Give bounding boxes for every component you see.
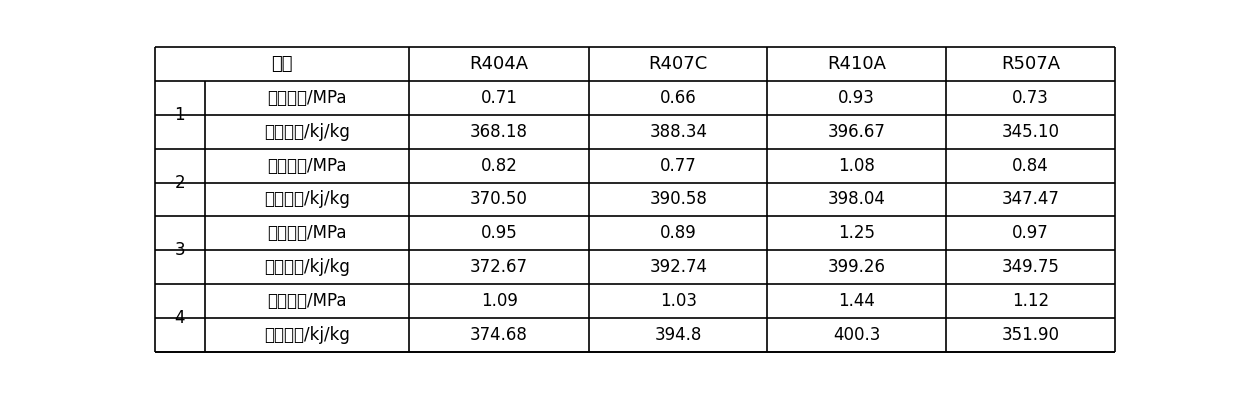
Text: 工作压力/MPa: 工作压力/MPa bbox=[268, 89, 347, 107]
Text: 0.66: 0.66 bbox=[660, 89, 696, 107]
Text: 0.71: 0.71 bbox=[481, 89, 518, 107]
Text: 0.77: 0.77 bbox=[660, 157, 696, 175]
Text: 400.3: 400.3 bbox=[833, 325, 881, 344]
Text: 390.58: 390.58 bbox=[649, 190, 707, 209]
Text: 0.82: 0.82 bbox=[481, 157, 518, 175]
Text: R404A: R404A bbox=[470, 55, 529, 73]
Text: 2: 2 bbox=[175, 173, 185, 192]
Text: R407C: R407C bbox=[648, 55, 707, 73]
Text: 370.50: 370.50 bbox=[470, 190, 528, 209]
Text: 1.12: 1.12 bbox=[1012, 292, 1049, 310]
Text: 0.89: 0.89 bbox=[660, 224, 696, 242]
Text: 374.68: 374.68 bbox=[470, 325, 528, 344]
Text: 1.09: 1.09 bbox=[481, 292, 518, 310]
Text: 399.26: 399.26 bbox=[828, 258, 886, 276]
Text: 1.08: 1.08 bbox=[839, 157, 875, 175]
Text: 396.67: 396.67 bbox=[828, 123, 886, 141]
Text: 1.25: 1.25 bbox=[839, 224, 875, 242]
Text: 工作压力/MPa: 工作压力/MPa bbox=[268, 157, 347, 175]
Text: 347.47: 347.47 bbox=[1001, 190, 1059, 209]
Text: 3: 3 bbox=[175, 241, 185, 259]
Text: 0.97: 0.97 bbox=[1012, 224, 1049, 242]
Text: 394.8: 394.8 bbox=[654, 325, 701, 344]
Text: 392.74: 392.74 bbox=[649, 258, 707, 276]
Text: 汽化潜热/kj/kg: 汽化潜热/kj/kg bbox=[264, 258, 349, 276]
Text: 工作压力/MPa: 工作压力/MPa bbox=[268, 224, 347, 242]
Text: 0.73: 0.73 bbox=[1012, 89, 1049, 107]
Text: 372.67: 372.67 bbox=[470, 258, 528, 276]
Text: 内容: 内容 bbox=[271, 55, 292, 73]
Text: 0.95: 0.95 bbox=[481, 224, 518, 242]
Text: R410A: R410A bbox=[828, 55, 886, 73]
Text: 4: 4 bbox=[175, 309, 185, 327]
Text: 345.10: 345.10 bbox=[1001, 123, 1059, 141]
Text: 368.18: 368.18 bbox=[470, 123, 528, 141]
Text: 1.03: 1.03 bbox=[659, 292, 696, 310]
Text: 0.84: 0.84 bbox=[1012, 157, 1049, 175]
Text: 388.34: 388.34 bbox=[649, 123, 707, 141]
Text: 1: 1 bbox=[175, 106, 185, 124]
Text: 1.44: 1.44 bbox=[839, 292, 875, 310]
Text: 汽化潜热/kj/kg: 汽化潜热/kj/kg bbox=[264, 123, 349, 141]
Text: 349.75: 349.75 bbox=[1001, 258, 1059, 276]
Text: 351.90: 351.90 bbox=[1001, 325, 1059, 344]
Text: 工作压力/MPa: 工作压力/MPa bbox=[268, 292, 347, 310]
Text: 汽化潜热/kj/kg: 汽化潜热/kj/kg bbox=[264, 190, 349, 209]
Text: 398.04: 398.04 bbox=[828, 190, 886, 209]
Text: 汽化潜热/kj/kg: 汽化潜热/kj/kg bbox=[264, 325, 349, 344]
Text: R507A: R507A bbox=[1001, 55, 1061, 73]
Text: 0.93: 0.93 bbox=[839, 89, 875, 107]
